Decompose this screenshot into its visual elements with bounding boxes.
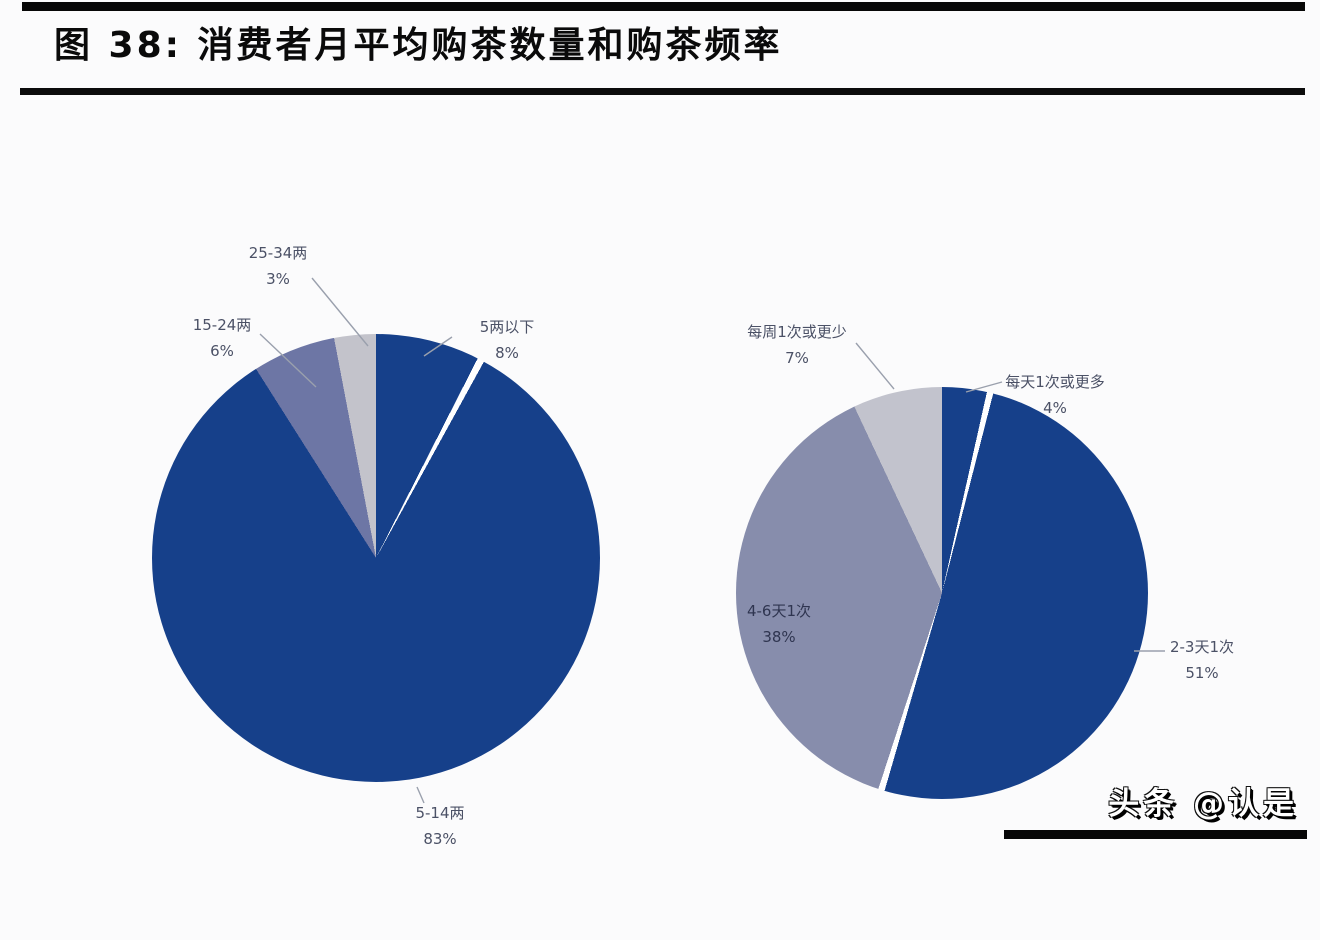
pie-frequency xyxy=(736,387,1148,799)
pie1-label-15-24-text: 15-24两 xyxy=(192,316,252,334)
pie2-label-weekly-or-less-text: 每周1次或更少 xyxy=(747,323,847,341)
pie2-label-2-3days-pct: 51% xyxy=(1185,664,1219,682)
watermark-text: 头条 @认是 xyxy=(1108,786,1298,822)
pie1-label-under5-pct: 8% xyxy=(495,344,519,362)
pie2-label-2-3days-text: 2-3天1次 xyxy=(1169,638,1235,656)
pie2-label-weekly-or-less-pct: 7% xyxy=(785,349,809,367)
pie2-label-4-6days-pct: 38% xyxy=(762,628,796,646)
leader-line xyxy=(855,342,895,390)
pie1-label-5-14-pct: 83% xyxy=(423,830,457,848)
title-underline xyxy=(20,88,1305,95)
pie1-label-25-34-text: 25-34两 xyxy=(248,244,308,262)
top-rule-bar xyxy=(22,2,1305,11)
pie2-label-daily-or-more-text: 每天1次或更多 xyxy=(1005,373,1105,391)
pie1-label-under5-text: 5两以下 xyxy=(479,318,535,336)
pie1-label-15-24: 15-24两 6% xyxy=(193,312,252,364)
pie1-label-25-34: 25-34两 3% xyxy=(249,240,308,292)
pie2-label-4-6days: 4-6天1次 38% xyxy=(747,598,811,650)
pie2-label-daily-or-more-pct: 4% xyxy=(1043,399,1067,417)
chart-area: 25-34两 3% 15-24两 6% 5两以下 8% 5-14两 83% 每周… xyxy=(0,100,1320,848)
bottom-rule-bar xyxy=(1004,830,1307,839)
pie1-label-15-24-pct: 6% xyxy=(210,342,234,360)
pie2-label-4-6days-text: 4-6天1次 xyxy=(746,602,812,620)
pie2-label-weekly-or-less: 每周1次或更少 7% xyxy=(747,319,847,371)
pie-quantity xyxy=(152,334,600,782)
pie2-label-daily-or-more: 每天1次或更多 4% xyxy=(1005,369,1105,421)
pie1-label-under5: 5两以下 8% xyxy=(480,314,535,366)
pie1-label-25-34-pct: 3% xyxy=(266,270,290,288)
pie1-label-5-14: 5-14两 83% xyxy=(415,800,464,852)
figure-title: 图 38: 消费者月平均购茶数量和购茶频率 xyxy=(54,25,783,66)
pie2-label-2-3days: 2-3天1次 51% xyxy=(1170,634,1234,686)
pie1-label-5-14-text: 5-14两 xyxy=(415,804,465,822)
